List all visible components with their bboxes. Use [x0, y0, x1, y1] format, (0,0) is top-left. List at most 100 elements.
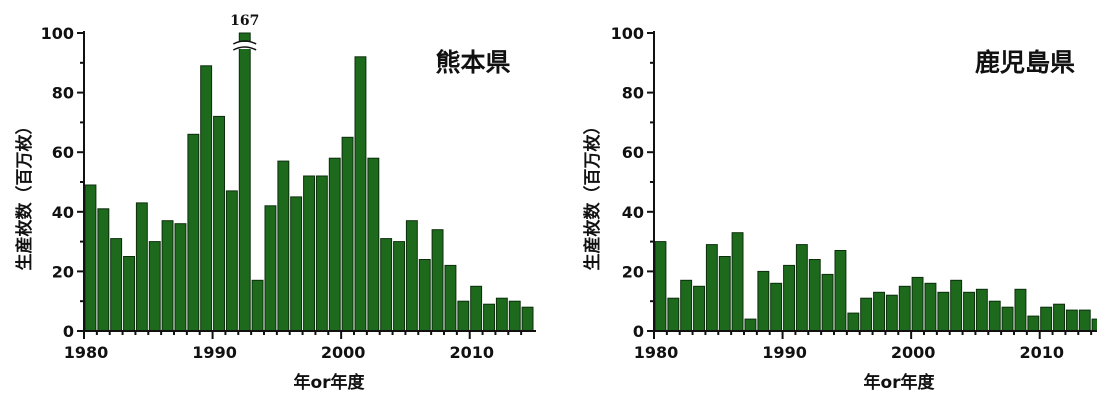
- kumamoto-x-tick-label-1980: 1980: [64, 343, 109, 362]
- kagoshima-x-ticks: 1980 1990 2000 2010: [634, 331, 1093, 362]
- kagoshima-bar-2012: [1065, 309, 1078, 332]
- kumamoto-bar-1984: [135, 202, 148, 332]
- kagoshima-bar-2008: [1014, 288, 1027, 332]
- kumamoto-y-tick-label-100: 100: [41, 24, 74, 43]
- kumamoto-bar-1995: [277, 160, 290, 332]
- kagoshima-bar-1984: [705, 244, 718, 332]
- kumamoto-bar-1989: [200, 65, 213, 332]
- kagoshima-bar-1994: [834, 250, 847, 332]
- kagoshima-bar-1988: [757, 270, 770, 332]
- kagoshima-x-tick-label-2000: 2000: [891, 343, 936, 362]
- kumamoto-break-mark-bottom: [232, 46, 257, 51]
- kagoshima-y-tick-label-60: 60: [622, 143, 644, 162]
- kumamoto-break-mark-top: [232, 40, 257, 45]
- kumamoto-axis-break: 167: [230, 13, 259, 51]
- kumamoto-title: 熊本県: [435, 48, 510, 77]
- kagoshima-bar-1981: [667, 297, 680, 332]
- kagoshima-bar-2002: [937, 291, 950, 332]
- kumamoto-bar-2005: [405, 220, 418, 332]
- kumamoto-bar-1994: [264, 205, 277, 332]
- kumamoto-chart: 0 20 40 60 80 100 1980 1990 2000 2010 167 熊本県 年o…: [14, 13, 536, 393]
- kagoshima-bar-1999: [898, 285, 911, 332]
- kumamoto-bar-2012: [495, 297, 508, 332]
- kumamoto-bar-1987: [174, 223, 187, 332]
- kumamoto-bar-2009: [457, 300, 470, 332]
- kagoshima-y-ticks: 0 20 40 60 80 100: [611, 24, 654, 341]
- kagoshima-bar-1987: [744, 318, 757, 332]
- kumamoto-y-tick-label-20: 20: [52, 262, 74, 281]
- kagoshima-bar-2004: [963, 291, 975, 332]
- kagoshima-y-axis-label: 生産枚数（百万枚）: [582, 118, 603, 271]
- kumamoto-bar-1998: [315, 175, 328, 332]
- kagoshima-bar-2009: [1027, 315, 1040, 332]
- kumamoto-bar-2002: [367, 157, 380, 332]
- kagoshima-bar-1990: [783, 264, 795, 332]
- kagoshima-bar-2007: [1001, 306, 1014, 332]
- kumamoto-bar-2013: [508, 300, 521, 332]
- kagoshima-x-tick-label-2010: 2010: [1019, 343, 1064, 362]
- kagoshima-bar-1986: [731, 232, 744, 332]
- kumamoto-bar-2000: [341, 136, 354, 332]
- kumamoto-x-axis-label: 年or年度: [293, 372, 365, 393]
- kumamoto-bar-1997: [303, 175, 316, 332]
- kagoshima-bar-1998: [885, 294, 898, 332]
- kagoshima-title: 鹿児島県: [975, 48, 1075, 77]
- kumamoto-y-tick-label-60: 60: [52, 143, 74, 162]
- kumamoto-bar-1986: [161, 220, 174, 332]
- kumamoto-y-tick-label-80: 80: [52, 84, 74, 103]
- kagoshima-bar-2001: [924, 282, 937, 332]
- kumamoto-bar-1992: [238, 32, 251, 332]
- kumamoto-bar-1985: [148, 241, 161, 332]
- kagoshima-x-axis-label: 年or年度: [863, 372, 935, 393]
- kumamoto-y-tick-label-0: 0: [63, 322, 74, 341]
- kagoshima-bar-2000: [911, 276, 924, 332]
- kumamoto-break-gap: [235, 42, 255, 49]
- kumamoto-bar-2007: [431, 229, 444, 332]
- kagoshima-bar-1992: [808, 259, 821, 332]
- kumamoto-y-tick-label-40: 40: [52, 203, 74, 222]
- kumamoto-bar-2004: [393, 241, 406, 332]
- kagoshima-bar-1982: [680, 279, 693, 332]
- kagoshima-bar-1997: [873, 291, 885, 332]
- kagoshima-y-tick-label-20: 20: [622, 262, 644, 281]
- kumamoto-bar-2006: [418, 259, 431, 332]
- kumamoto-bar-1988: [187, 133, 200, 332]
- kagoshima-bar-2006: [988, 300, 1001, 332]
- kumamoto-bar-1991: [225, 190, 238, 332]
- kagoshima-bar-1980: [654, 241, 667, 332]
- kagoshima-bar-2005: [975, 288, 988, 332]
- kagoshima-bar-1983: [693, 285, 705, 332]
- kumamoto-bar-2001: [354, 56, 367, 332]
- kagoshima-bar-1985: [718, 256, 731, 332]
- kumamoto-bar-2003: [380, 238, 393, 332]
- kagoshima-x-tick-label-1990: 1990: [762, 343, 807, 362]
- kumamoto-bars: [84, 32, 534, 332]
- kagoshima-x-tick-label-1980: 1980: [634, 343, 679, 362]
- kagoshima-bar-1996: [860, 297, 873, 332]
- kagoshima-bar-2010: [1040, 306, 1053, 332]
- kagoshima-y-tick-label-40: 40: [622, 203, 644, 222]
- kumamoto-bar-2010: [470, 285, 483, 332]
- kagoshima-y-tick-label-80: 80: [622, 84, 644, 103]
- kagoshima-bar-1991: [795, 244, 808, 332]
- kumamoto-y-axis-label: 生産枚数（百万枚）: [14, 118, 35, 271]
- kumamoto-break-value-label: 167: [230, 13, 259, 29]
- kumamoto-y-ticks: 0 20 40 60 80 100: [41, 24, 84, 341]
- kumamoto-x-tick-label-2010: 2010: [449, 343, 494, 362]
- kumamoto-bar-1999: [328, 157, 341, 332]
- kagoshima-bars: [654, 232, 1097, 332]
- kumamoto-bar-1982: [110, 238, 123, 332]
- kagoshima-bar-1989: [770, 282, 783, 332]
- kumamoto-x-tick-label-2000: 2000: [321, 343, 366, 362]
- kagoshima-bar-2014: [1091, 318, 1097, 332]
- kumamoto-bar-1990: [213, 115, 226, 332]
- kumamoto-x-tick-label-1990: 1990: [192, 343, 237, 362]
- kagoshima-bar-2011: [1053, 303, 1065, 332]
- kumamoto-bar-2008: [444, 264, 457, 332]
- kumamoto-bar-1980: [84, 184, 97, 332]
- kagoshima-bar-1993: [821, 273, 834, 332]
- kagoshima-bar-2003: [950, 279, 963, 332]
- kagoshima-bar-2013: [1078, 309, 1091, 332]
- kumamoto-bar-1981: [97, 208, 110, 332]
